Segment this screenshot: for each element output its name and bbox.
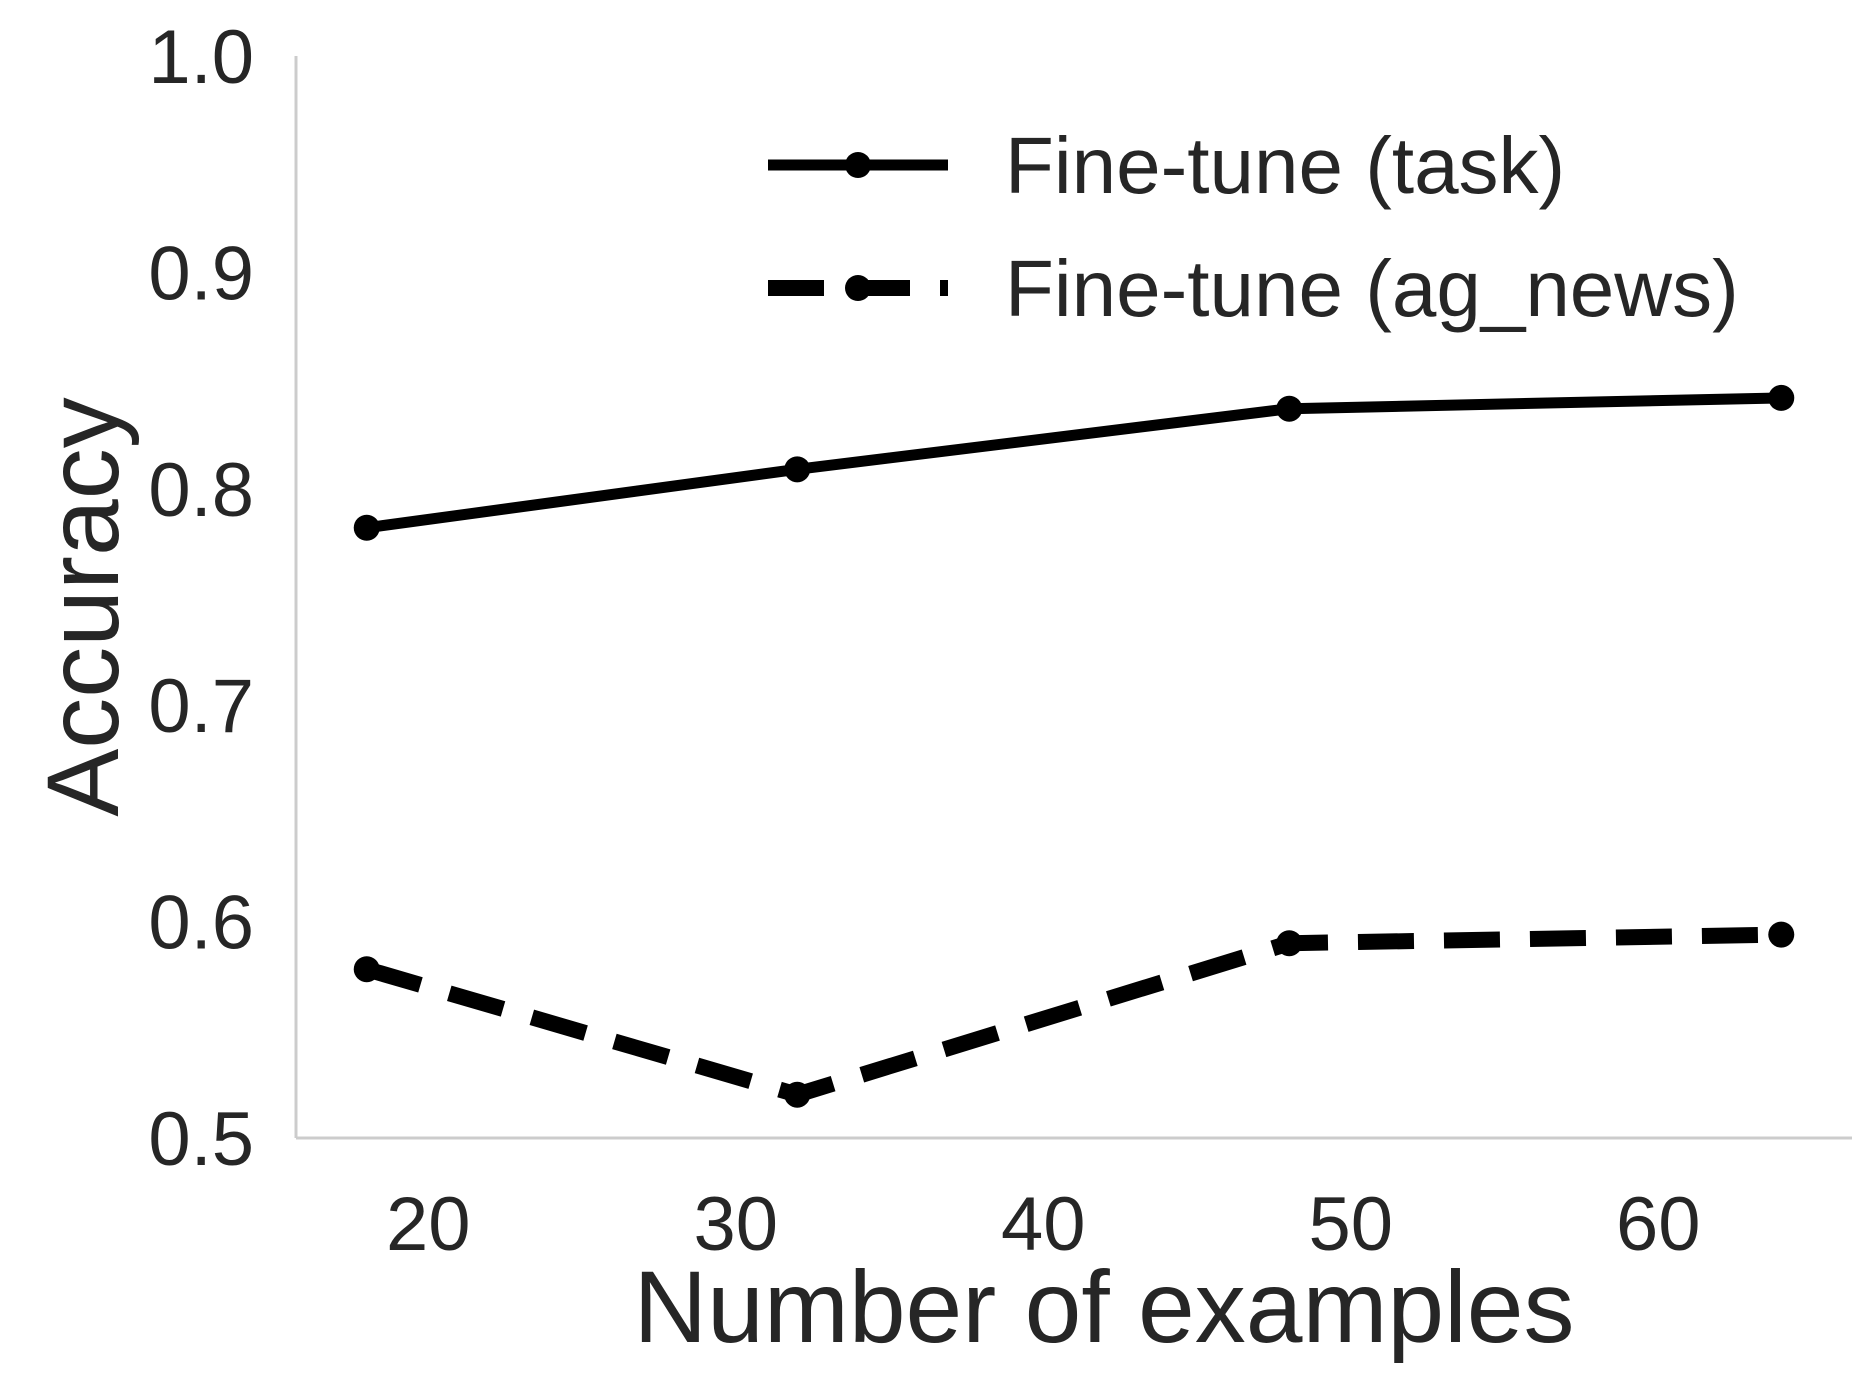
y-tick-label: 0.5 [148,1097,254,1182]
data-point [1768,921,1795,948]
x-tick-label: 30 [693,1182,778,1267]
data-point [784,1081,811,1108]
x-tick-label: 20 [386,1182,471,1267]
data-point [353,956,380,983]
x-tick-label: 40 [1001,1182,1086,1267]
series-line-1 [365,392,1782,534]
plot-series [353,384,1795,1108]
legend-marker-1 [845,152,871,178]
data-point [784,456,811,483]
legend-label-2: Fine-tune (ag_news) [1005,244,1739,333]
x-tick-label: 50 [1308,1182,1393,1267]
legend-marker-2 [845,275,871,301]
data-point [1276,930,1303,957]
y-tick-label: 1.0 [148,15,254,100]
y-tick-label: 0.8 [148,448,254,533]
legend: Fine-tune (task) Fine-tune (ag_news) [768,121,1739,333]
y-tick-label: 0.7 [148,664,254,749]
series-line-2 [364,926,1782,1103]
y-tick-label: 0.6 [148,881,254,966]
data-point [1276,395,1303,422]
x-axis-title: Number of examples [633,1250,1574,1364]
data-point [353,514,380,541]
data-point [1768,384,1795,411]
y-axis-title: Accuracy [26,397,140,816]
y-tick-label: 0.9 [148,231,254,316]
axes: 0.5 0.6 0.7 0.8 0.9 1.0 20 30 40 50 60 [148,15,1852,1267]
legend-label-1: Fine-tune (task) [1005,121,1565,210]
x-tick-label: 60 [1616,1182,1701,1267]
